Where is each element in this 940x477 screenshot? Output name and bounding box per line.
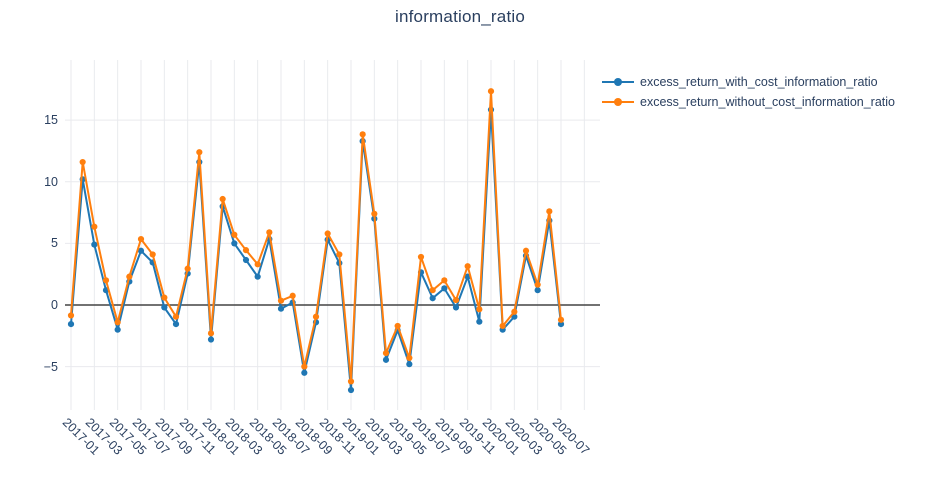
data-point[interactable] <box>161 294 168 301</box>
legend-label: excess_return_without_cost_information_r… <box>640 95 895 109</box>
data-point[interactable] <box>277 297 285 304</box>
data-point[interactable] <box>301 369 308 376</box>
data-point[interactable] <box>312 313 320 320</box>
data-point[interactable] <box>231 231 238 238</box>
data-point[interactable] <box>254 273 261 280</box>
data-point[interactable] <box>557 316 565 323</box>
data-point[interactable] <box>429 287 436 294</box>
data-point[interactable] <box>242 256 250 264</box>
data-point[interactable] <box>336 251 343 258</box>
data-point[interactable] <box>464 263 471 270</box>
legend-line-marker-icon <box>602 78 634 86</box>
legend-label: excess_return_with_cost_information_rati… <box>640 75 878 89</box>
data-point[interactable] <box>429 295 436 302</box>
data-point[interactable] <box>277 305 285 312</box>
data-point[interactable] <box>522 247 530 254</box>
data-point[interactable] <box>207 336 215 343</box>
y-tick-label: 5 <box>51 236 58 251</box>
y-tick-label: 0 <box>51 298 58 312</box>
data-point[interactable] <box>347 378 355 385</box>
data-point[interactable] <box>184 265 191 272</box>
data-point[interactable] <box>266 229 273 236</box>
data-point[interactable] <box>91 241 98 248</box>
data-point[interactable] <box>67 312 75 319</box>
data-point[interactable] <box>511 308 518 315</box>
data-point[interactable] <box>382 356 390 363</box>
data-point[interactable] <box>476 318 483 325</box>
data-point[interactable] <box>534 287 541 294</box>
data-point[interactable] <box>452 296 460 304</box>
data-point[interactable] <box>394 322 401 330</box>
legend-line-marker-icon <box>602 98 634 106</box>
data-point[interactable] <box>441 277 448 284</box>
data-point[interactable] <box>382 349 390 357</box>
data-point[interactable] <box>546 208 553 215</box>
data-point[interactable] <box>102 277 110 284</box>
data-point[interactable] <box>359 131 366 138</box>
y-tick-label: −5 <box>43 359 58 374</box>
data-point[interactable] <box>371 210 378 217</box>
data-point[interactable] <box>137 247 145 254</box>
data-point[interactable] <box>557 321 565 328</box>
data-point[interactable] <box>452 304 460 311</box>
data-point[interactable] <box>406 361 413 368</box>
data-point[interactable] <box>79 158 86 166</box>
data-point[interactable] <box>219 195 226 203</box>
data-point[interactable] <box>172 321 180 328</box>
chart-title: information_ratio <box>394 7 526 26</box>
series-line-1[interactable] <box>70 90 562 383</box>
data-point[interactable] <box>67 321 75 328</box>
y-tick-label: 10 <box>44 174 58 189</box>
data-point[interactable] <box>91 223 98 230</box>
data-point[interactable] <box>207 330 215 337</box>
legend-item-with-cost[interactable]: excess_return_with_cost_information_rati… <box>602 72 895 92</box>
data-point[interactable] <box>114 326 121 333</box>
data-point[interactable] <box>324 230 331 237</box>
data-point[interactable] <box>301 363 308 370</box>
data-point[interactable] <box>137 235 145 243</box>
data-point[interactable] <box>242 247 250 254</box>
data-point[interactable] <box>534 281 541 288</box>
data-point[interactable] <box>487 88 495 95</box>
data-point[interactable] <box>196 149 203 156</box>
data-point[interactable] <box>289 292 296 299</box>
data-point[interactable] <box>126 273 133 280</box>
data-point[interactable] <box>347 386 355 394</box>
data-point[interactable] <box>441 285 448 292</box>
data-point[interactable] <box>417 253 425 261</box>
data-point[interactable] <box>499 322 506 330</box>
legend-item-without-cost[interactable]: excess_return_without_cost_information_r… <box>602 92 895 112</box>
data-point[interactable] <box>114 319 121 326</box>
data-point[interactable] <box>149 251 156 258</box>
data-point[interactable] <box>161 304 168 311</box>
legend: excess_return_with_cost_information_rati… <box>602 72 895 112</box>
data-point[interactable] <box>406 354 413 362</box>
data-point[interactable] <box>254 261 261 268</box>
y-tick-label: 15 <box>44 113 58 128</box>
data-point[interactable] <box>231 240 238 247</box>
data-point[interactable] <box>476 306 483 313</box>
data-point[interactable] <box>172 313 180 320</box>
